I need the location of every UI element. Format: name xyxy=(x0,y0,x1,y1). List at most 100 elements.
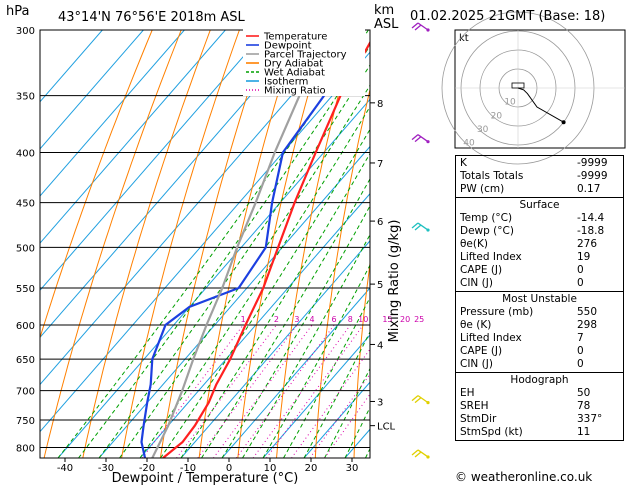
most-unstable-label: CIN (J) xyxy=(460,358,493,370)
most-unstable-row: CAPE (J) 0 xyxy=(460,345,619,358)
index-row: Totals Totals -9999 xyxy=(460,170,619,183)
height-tick-label: 8 xyxy=(377,99,383,110)
hodograph-param-value: 78 xyxy=(577,400,591,412)
hodograph-param-row: EH 50 xyxy=(460,387,619,400)
x-tick-label: 30 xyxy=(346,463,359,474)
wind-barb-dot xyxy=(426,401,430,405)
mixing-ratio-label: 10 xyxy=(358,315,368,324)
wind-barb xyxy=(417,395,429,404)
most-unstable-row: CIN (J) 0 xyxy=(460,358,619,371)
most-unstable-value: 7 xyxy=(577,332,584,344)
dry-adiabat-line xyxy=(43,30,182,458)
datetime-title: 01.02.2025 21GMT (Base: 18) xyxy=(410,9,605,24)
hodograph-param-label: EH xyxy=(460,387,475,399)
hodograph-param-value: 50 xyxy=(577,387,591,399)
most-unstable-label: CAPE (J) xyxy=(460,345,503,357)
dry-adiabat-line xyxy=(40,30,153,340)
surface-value: 19 xyxy=(577,251,591,263)
index-value: -9999 xyxy=(577,157,608,169)
most-unstable-label: Pressure (mb) xyxy=(460,306,534,318)
index-row: PW (cm) 0.17 xyxy=(460,183,619,196)
pressure-tick-label: 450 xyxy=(16,199,35,210)
most-unstable-title: Most Unstable xyxy=(502,293,577,305)
legend-box xyxy=(243,28,365,96)
dry-adiabat-line xyxy=(159,30,269,458)
pressure-tick-label: 750 xyxy=(16,416,35,427)
legend-label: Dry Adiabat xyxy=(264,59,323,70)
isotherm-line xyxy=(40,30,144,150)
x-tick-label: -20 xyxy=(139,463,155,474)
x-tick-label: -30 xyxy=(98,463,114,474)
most-unstable-label: Lifted Index xyxy=(460,332,522,344)
most-unstable-label: θe (K) xyxy=(460,319,492,331)
pressure-tick-label: 700 xyxy=(16,387,35,398)
legend-label: Parcel Trajectory xyxy=(264,50,347,61)
hodograph-trace xyxy=(517,87,564,123)
most-unstable-row: Lifted Index 7 xyxy=(460,332,619,345)
pressure-tick-label: 650 xyxy=(16,355,35,366)
index-label: Totals Totals xyxy=(460,170,524,182)
surface-row: θe(K) 276 xyxy=(460,238,619,251)
wind-barb xyxy=(417,449,429,458)
height-unit-label-2: ASL xyxy=(374,17,399,32)
isotherm-line xyxy=(40,30,185,197)
hodograph-param-label: StmDir xyxy=(460,413,497,425)
plot-frame xyxy=(39,29,371,459)
pressure-tick-label: 550 xyxy=(16,284,35,295)
isotherm-line xyxy=(180,240,370,458)
height-unit-label: km xyxy=(374,3,394,18)
isotherm-line xyxy=(40,30,349,386)
height-tick-label: 5 xyxy=(377,280,383,291)
wind-barb-flag xyxy=(414,136,422,143)
most-unstable-value: 0 xyxy=(577,345,584,357)
legend-label: Mixing Ratio xyxy=(264,86,326,97)
mixing-ratio-label: 20 xyxy=(400,315,410,324)
surface-value: 0 xyxy=(577,264,584,276)
surface-label: Temp (°C) xyxy=(460,212,513,224)
isotherm-line xyxy=(139,192,370,458)
surface-value: -18.8 xyxy=(577,225,605,237)
height-tick-label: 4 xyxy=(377,340,383,351)
index-value: -9999 xyxy=(577,170,608,182)
wet-adiabat-line xyxy=(160,128,370,458)
dry-adiabat-line xyxy=(121,30,240,458)
legend-label: Dewpoint xyxy=(264,41,312,52)
wind-barb xyxy=(417,222,429,231)
wet-adiabat-line xyxy=(119,84,370,458)
dry-adiabat-line xyxy=(198,30,298,458)
most-unstable-row: θe (K) 298 xyxy=(460,319,619,332)
x-tick-label: 20 xyxy=(305,463,318,474)
copyright-footer: © weatheronline.co.uk xyxy=(455,470,593,484)
dry-adiabat-line xyxy=(276,30,357,458)
isotherm-line xyxy=(40,30,226,244)
pressure-tick-label: 600 xyxy=(16,321,35,332)
wet-adiabat-line xyxy=(180,152,370,458)
x-tick-label: -10 xyxy=(180,463,196,474)
wet-adiabat-line xyxy=(78,44,370,458)
legend-label: Wet Adiabat xyxy=(264,68,325,79)
indices-panel: K -9999 Totals Totals -9999 PW (cm) 0.17 Surf… xyxy=(455,155,624,441)
height-tick-label: LCL xyxy=(377,422,396,433)
height-tick-label: 7 xyxy=(377,159,383,170)
most-unstable-value: 0 xyxy=(577,358,584,370)
hodograph-param-row: SREH 78 xyxy=(460,400,619,413)
surface-label: θe(K) xyxy=(460,238,488,250)
pressure-tick-label: 400 xyxy=(16,148,35,159)
surface-value: 276 xyxy=(577,238,598,250)
wind-barb-dot xyxy=(426,228,430,232)
surface-label: CAPE (J) xyxy=(460,264,503,276)
wind-barb-flag xyxy=(414,451,422,458)
isotherm-line xyxy=(57,98,370,458)
hodograph-params-box: Hodograph EH 50 SREH 78 StmDir 337° StmSpd (kt… xyxy=(455,373,624,441)
wind-barb-flag xyxy=(414,24,422,31)
mixing-ratio-label: 15 xyxy=(382,315,392,324)
indices-box: K -9999 Totals Totals -9999 PW (cm) 0.17 xyxy=(455,155,624,198)
hodograph-ring-label: 10 xyxy=(504,98,516,108)
hodograph-unit-label: kt xyxy=(459,33,469,44)
surface-row: Lifted Index 19 xyxy=(460,251,619,264)
mixing-ratio-label: 8 xyxy=(348,315,353,324)
wind-barb-dot xyxy=(426,140,430,144)
most-unstable-row: Pressure (mb) 550 xyxy=(460,306,619,319)
wet-adiabat-line xyxy=(57,30,369,458)
mixing-ratio-label: 6 xyxy=(332,315,337,324)
